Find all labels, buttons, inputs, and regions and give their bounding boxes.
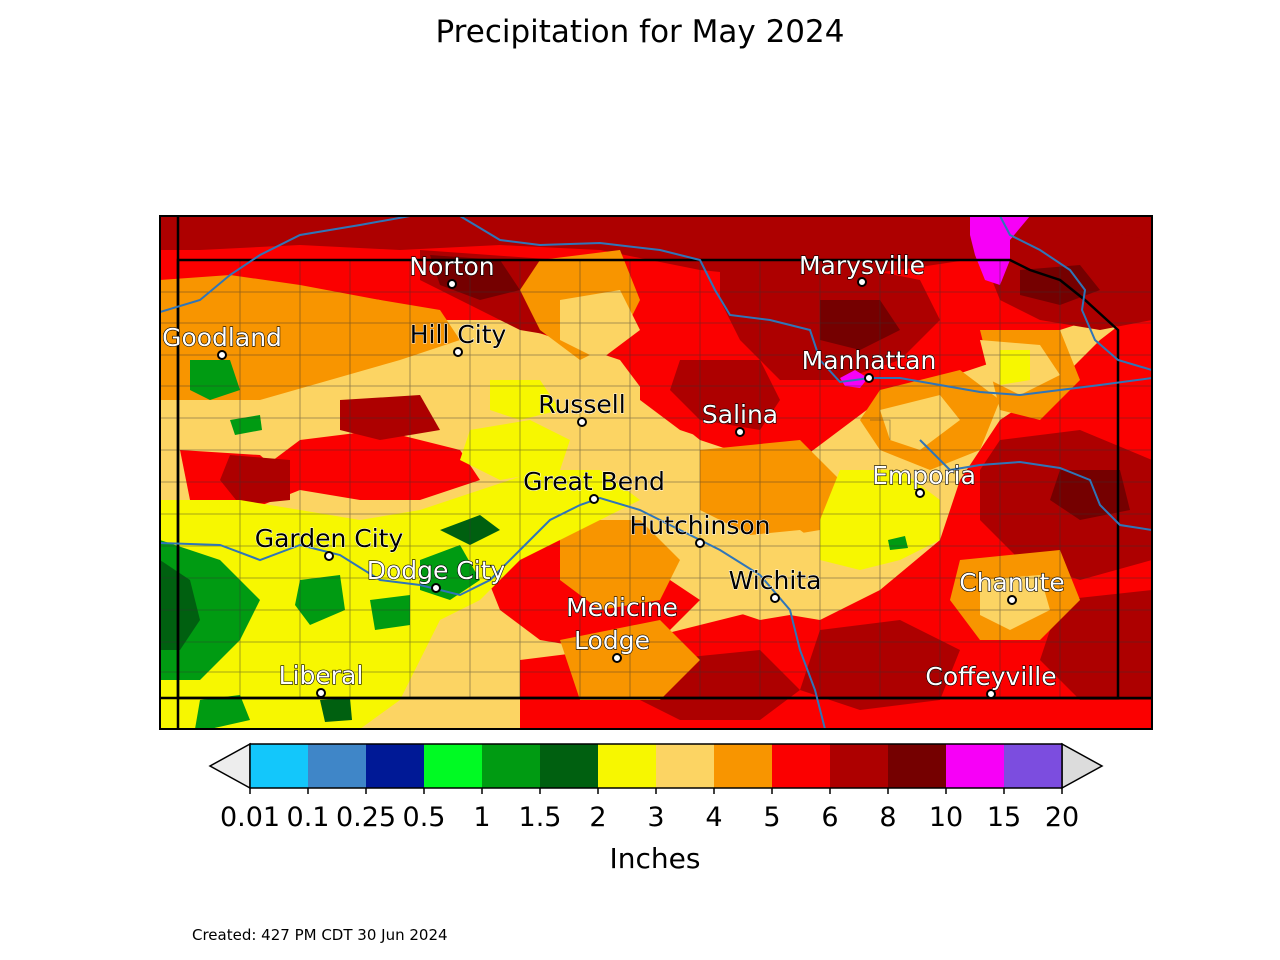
colorbar-tick-label: 1.5 xyxy=(518,802,562,833)
colorbar-swatch xyxy=(366,744,424,788)
city-label-emporia: Emporia xyxy=(872,461,976,490)
city-dot xyxy=(316,688,326,698)
colorbar-tick-label: 0.01 xyxy=(219,802,281,833)
colorbar-under-extension xyxy=(208,742,251,790)
colorbar-swatch xyxy=(656,744,714,788)
colorbar-label: Inches xyxy=(609,842,701,875)
city-label-marysville: Marysville xyxy=(799,251,925,280)
city-dot xyxy=(770,593,780,603)
city-label-goodland: Goodland xyxy=(162,323,282,352)
city-markers: Norton Marysville Goodland Hill City Manhatt… xyxy=(161,250,1065,699)
colorbar-swatch xyxy=(250,744,308,788)
city-dot xyxy=(217,350,227,360)
city-label-lodge: Lodge xyxy=(574,626,650,655)
city-dot xyxy=(986,689,996,699)
city-dot xyxy=(864,373,874,383)
map-frame xyxy=(159,215,1153,730)
city-label-coffeyville: Coffeyville xyxy=(925,662,1056,691)
city-label-norton: Norton xyxy=(409,252,494,281)
city-dot xyxy=(695,538,705,548)
city-label-great-bend: Great Bend xyxy=(523,467,665,496)
colorbar-tick-label: 3 xyxy=(647,802,665,833)
colorbar-swatch xyxy=(714,744,772,788)
colorbar-swatch xyxy=(482,744,540,788)
colorbar-swatch xyxy=(598,744,656,788)
colorbar-swatch xyxy=(946,744,1004,788)
city-dot xyxy=(915,488,925,498)
colorbar-swatch xyxy=(308,744,366,788)
colorbar-swatch xyxy=(1004,744,1062,788)
colorbar-swatch xyxy=(772,744,830,788)
colorbar-tick-label: 0.5 xyxy=(402,802,446,833)
colorbar-tick-label: 5 xyxy=(763,802,781,833)
colorbar-swatch xyxy=(424,744,482,788)
city-label-wichita: Wichita xyxy=(729,566,822,595)
city-dot xyxy=(577,417,587,427)
colorbar-swatch xyxy=(830,744,888,788)
colorbar-tick-label: 6 xyxy=(821,802,839,833)
map-title: Precipitation for May 2024 xyxy=(435,14,845,50)
city-dot xyxy=(612,653,622,663)
city-dot xyxy=(589,494,599,504)
city-label-hill-city: Hill City xyxy=(410,320,507,349)
city-dot xyxy=(857,277,867,287)
city-label-liberal: Liberal xyxy=(279,661,364,690)
colorbar-over-extension xyxy=(1061,742,1104,790)
colorbar-swatch xyxy=(888,744,946,788)
city-label-dodge-city: Dodge City xyxy=(367,556,506,585)
colorbar-tick-label: 20 xyxy=(1044,802,1080,833)
colorbar xyxy=(208,742,1104,794)
city-label-chanute: Chanute xyxy=(959,568,1065,597)
city-label-hutchinson: Hutchinson xyxy=(630,511,771,540)
city-label-medicine: Medicine xyxy=(566,593,678,622)
city-dot xyxy=(735,427,745,437)
colorbar-tick-label: 2 xyxy=(589,802,607,833)
city-dot xyxy=(447,279,457,289)
colorbar-tick-label: 0.1 xyxy=(286,802,330,833)
city-dot xyxy=(1007,595,1017,605)
colorbar-tick-label: 0.25 xyxy=(335,802,397,833)
city-label-manhattan: Manhattan xyxy=(802,346,937,375)
colorbar-swatch xyxy=(540,744,598,788)
colorbar-tick-label: 8 xyxy=(879,802,897,833)
colorbar-tick-label: 10 xyxy=(928,802,964,833)
colorbar-tick-label: 4 xyxy=(705,802,723,833)
city-dot xyxy=(453,347,463,357)
created-timestamp: Created: 427 PM CDT 30 Jun 2024 xyxy=(192,926,448,944)
city-dot xyxy=(324,551,334,561)
city-label-russell: Russell xyxy=(538,390,625,419)
city-dot xyxy=(431,583,441,593)
city-label-garden-city: Garden City xyxy=(255,524,404,553)
city-label-salina: Salina xyxy=(702,400,778,429)
colorbar-tick-label: 1 xyxy=(473,802,491,833)
colorbar-tick-label: 15 xyxy=(986,802,1022,833)
precipitation-field xyxy=(160,216,1152,729)
